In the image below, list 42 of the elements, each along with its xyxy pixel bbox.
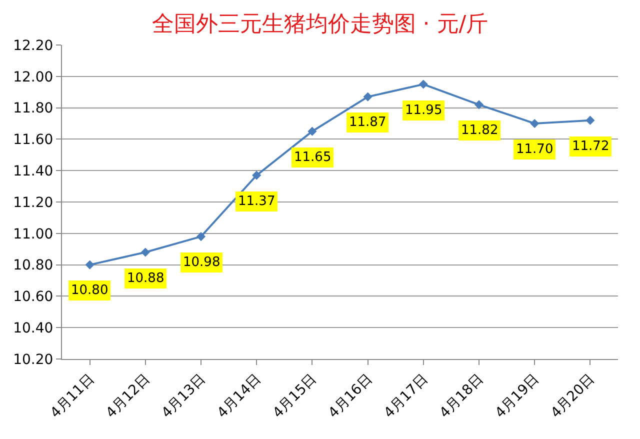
x-tick-label: 4月12日 [103, 371, 154, 422]
data-label: 11.87 [349, 115, 386, 130]
data-label: 10.98 [183, 255, 220, 270]
point [530, 118, 540, 128]
x-tick-label: 4月20日 [548, 371, 598, 422]
point [474, 100, 484, 110]
chart-title: 全国外三元生猪均价走势图 · 元/斤 [152, 12, 488, 37]
x-tick-label: 4月13日 [158, 371, 209, 422]
point [85, 260, 94, 270]
data-label: 11.70 [516, 142, 554, 157]
data-label: 11.72 [572, 139, 610, 154]
y-tick-label: 10.60 [13, 289, 54, 306]
data-label: 10.80 [71, 283, 108, 298]
y-tick-label: 10.80 [13, 258, 54, 274]
y-tick-label: 10.20 [13, 352, 54, 368]
x-tick-label: 4月18日 [436, 371, 487, 422]
data-label: 11.82 [461, 123, 498, 138]
point [140, 248, 150, 257]
x-tick-label: 4月16日 [326, 371, 376, 422]
y-tick-label: 11.40 [13, 164, 54, 180]
point [196, 232, 206, 242]
x-tick-label: 4月19日 [492, 371, 542, 422]
y-tick-label: 11.60 [13, 132, 54, 148]
y-tick-label: 10.40 [13, 320, 54, 336]
y-tick-label: 12.00 [13, 69, 54, 86]
y-tick-label: 11.00 [13, 226, 54, 242]
data-label: 11.65 [294, 150, 332, 165]
point [418, 80, 428, 89]
y-tick-label: 11.20 [13, 194, 54, 211]
point [363, 92, 372, 102]
y-tick-label: 11.80 [13, 100, 54, 117]
point [308, 126, 317, 136]
x-tick-label: 4月15日 [270, 371, 320, 422]
x-tick-label: 4月14日 [214, 371, 264, 422]
data-label: 10.88 [127, 271, 164, 286]
data-label: 11.95 [405, 103, 442, 118]
point [252, 170, 262, 180]
y-tick-label: 12.20 [13, 38, 54, 54]
point [586, 116, 595, 125]
data-label: 11.37 [238, 194, 276, 209]
x-tick-label: 4月11日 [48, 371, 98, 422]
x-tick-label: 4月17日 [381, 371, 432, 422]
